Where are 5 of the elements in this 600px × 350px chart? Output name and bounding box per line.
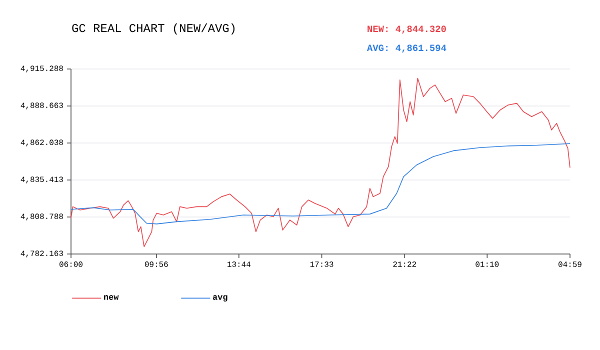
text: NEW: 4,844.320 (368, 26, 446, 34)
legend-label: new (104, 295, 119, 300)
chart-title: GC REAL CHART (NEW/AVG) (72, 23, 235, 34)
text: AVG: 4,861.594 (366, 44, 446, 53)
legend-label: avg (212, 295, 228, 302)
